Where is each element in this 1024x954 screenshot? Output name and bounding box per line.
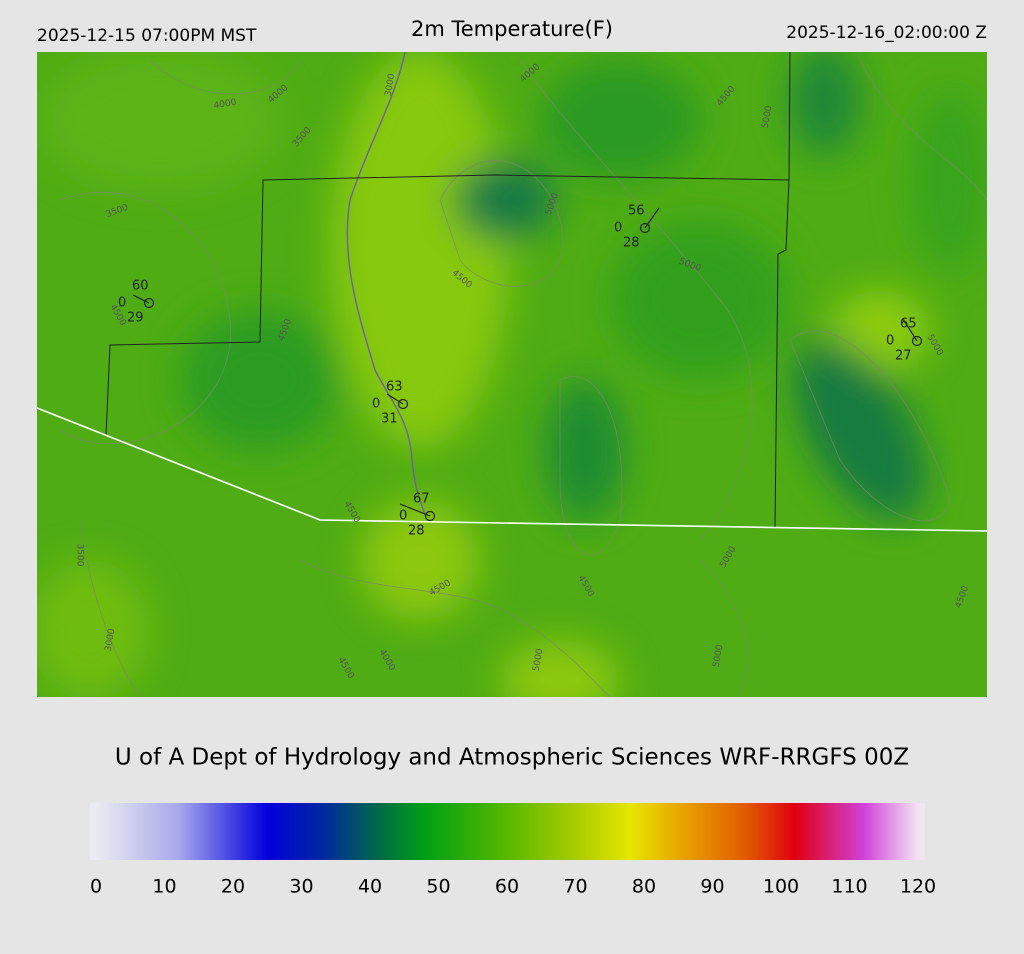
- station-dewpoint: 28: [623, 236, 640, 251]
- station: 63 031: [372, 380, 409, 427]
- station: 65 027: [886, 317, 923, 364]
- local-time: 2025-12-15 07:00PM MST: [37, 26, 257, 46]
- colorbar-tick-label: 100: [763, 876, 799, 898]
- station-circle: [639, 222, 651, 234]
- colorbar: [90, 803, 925, 860]
- station-circle: [397, 398, 409, 410]
- station-dewpoint: 29: [127, 311, 144, 326]
- colorbar-tick-label: 10: [152, 876, 176, 898]
- colorbar-tick-label: 20: [221, 876, 245, 898]
- station-circle: [424, 510, 436, 522]
- colorbar-tick-label: 0: [90, 876, 102, 898]
- colorbar-tick-label: 70: [563, 876, 587, 898]
- temperature-field: [37, 52, 987, 697]
- colorbar-tick-label: 50: [426, 876, 450, 898]
- station-temperature: 67: [413, 492, 430, 507]
- station-code: 0: [399, 509, 407, 524]
- station-code: 0: [118, 296, 126, 311]
- colorbar-tick-label: 80: [632, 876, 656, 898]
- map-title: 2m Temperature(F): [411, 17, 613, 41]
- state-border: [37, 407, 987, 532]
- contour-label: 3500: [75, 544, 85, 567]
- contour-label: 5000: [761, 105, 775, 130]
- colorbar-tick-label: 30: [289, 876, 313, 898]
- station-code: 0: [886, 334, 894, 349]
- station: 60 029: [118, 279, 155, 326]
- station-code: 0: [372, 397, 380, 412]
- wind-barb: [132, 294, 150, 304]
- contour-label: 4000: [213, 98, 238, 112]
- station-code: 0: [614, 221, 622, 236]
- station-temperature: 65: [900, 317, 917, 332]
- river: [346, 52, 426, 516]
- contour-label: 3000: [104, 628, 118, 653]
- county-borders: [105, 52, 791, 529]
- wind-barb: [386, 393, 404, 405]
- wind-barb: [902, 318, 918, 342]
- station-temperature: 60: [132, 279, 149, 294]
- elevation-contours: [59, 59, 987, 697]
- valid-time: 2025-12-16_02:00:00 Z: [786, 23, 987, 43]
- station-dewpoint: 27: [895, 349, 912, 364]
- colorbar-tick-label: 60: [495, 876, 519, 898]
- contour-label: 5000: [532, 648, 546, 673]
- colorbar-tick-label: 110: [831, 876, 867, 898]
- station-circle: [911, 335, 923, 347]
- station-temperature: 63: [386, 380, 403, 395]
- station: 56 028: [614, 204, 660, 251]
- colorbar-ticks: 0 10 20 30 40 50 60 70 80 90 100 110 120: [90, 876, 936, 898]
- wind-barb: [644, 207, 660, 229]
- station-dewpoint: 31: [381, 412, 398, 427]
- colorbar-tick-label: 90: [700, 876, 724, 898]
- contour-label: 3000: [384, 73, 398, 98]
- map: 4000 4000 30003500400045005000350045005000…: [37, 52, 987, 697]
- credit: U of A Dept of Hydrology and Atmospheric…: [115, 745, 909, 771]
- station-temperature: 56: [628, 204, 645, 219]
- colorbar-tick-label: 40: [358, 876, 382, 898]
- wind-barb: [399, 503, 431, 517]
- station-circle: [143, 297, 155, 309]
- station: 67 028: [399, 492, 436, 539]
- colorbar-tick-label: 120: [900, 876, 936, 898]
- contour-label: 5000: [712, 644, 726, 669]
- station-dewpoint: 28: [408, 524, 425, 539]
